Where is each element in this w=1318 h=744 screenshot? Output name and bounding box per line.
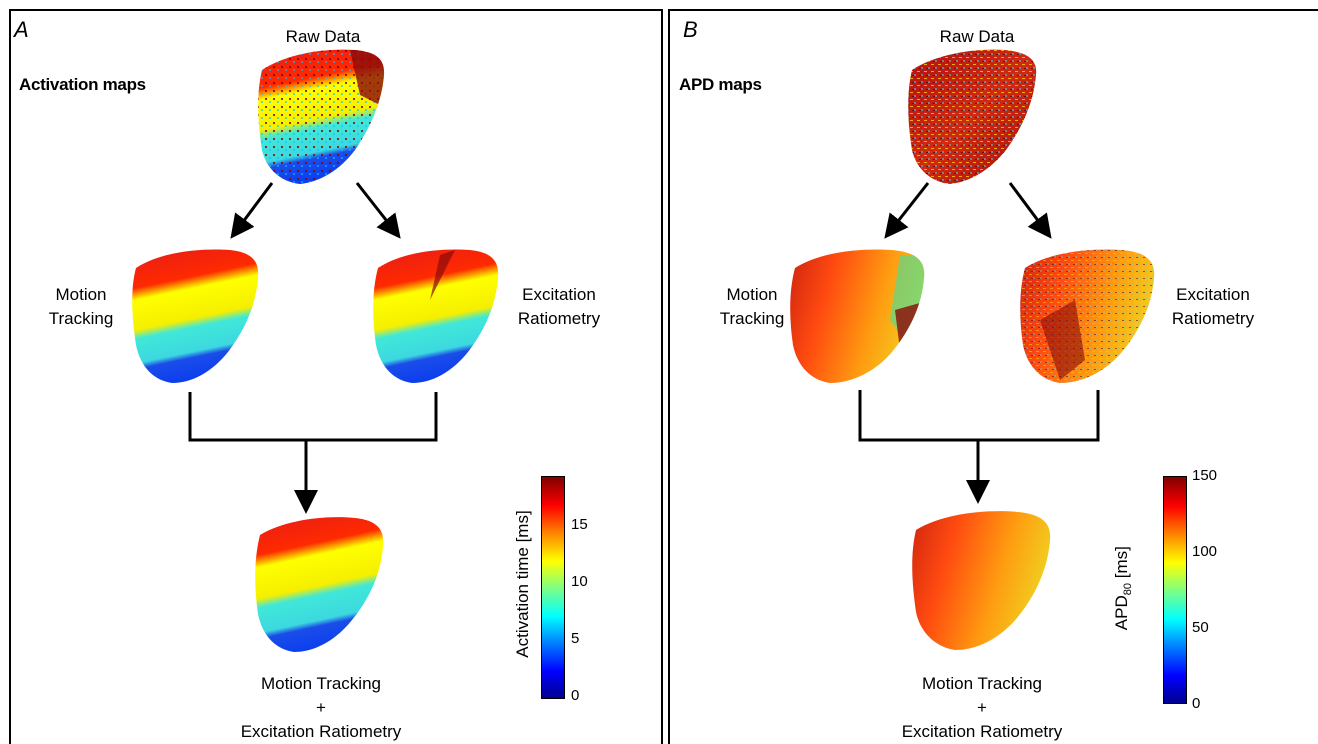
activation-colorbar xyxy=(541,476,565,699)
panel-b: B APD maps Raw Data Motion Tracking Exci… xyxy=(668,9,1318,744)
ratiometry-activation-map xyxy=(373,249,499,383)
motion-tracking-label: Motion Tracking xyxy=(48,285,114,328)
motion-tracking-activation-map xyxy=(132,249,259,383)
combined-apd-map xyxy=(912,511,1051,650)
motion-tracking-apd-map xyxy=(790,249,925,383)
panel-a: A Activation maps Raw Data Motion Tracki… xyxy=(9,9,663,744)
combined-activation-map xyxy=(255,517,384,652)
colorbar-tick: 10 xyxy=(571,573,588,590)
excitation-ratiometry-label: Excitation Ratiometry xyxy=(1171,285,1255,328)
panel-a-arrows xyxy=(188,182,438,514)
apd-colorbar xyxy=(1163,476,1187,704)
combined-label: Motion Tracking + Excitation Ratiometry xyxy=(901,674,1063,741)
raw-data-label: Raw Data xyxy=(939,27,1015,46)
colorbar-tick: 5 xyxy=(571,630,580,647)
raw-data-label: Raw Data xyxy=(285,27,361,46)
colorbar-tick: 15 xyxy=(571,516,588,533)
panel-letter: B xyxy=(683,17,698,42)
combined-label: Motion Tracking + Excitation Ratiometry xyxy=(240,674,402,741)
colorbar-tick: 0 xyxy=(1192,695,1201,712)
raw-apd-map xyxy=(908,49,1037,184)
panel-b-arrows xyxy=(858,182,1100,504)
ratiometry-apd-map xyxy=(1020,249,1155,383)
panel-letter: A xyxy=(14,17,29,42)
panel-title: Activation maps xyxy=(19,75,146,94)
excitation-ratiometry-label: Excitation Ratiometry xyxy=(517,285,601,328)
colorbar-tick: 150 xyxy=(1192,467,1218,484)
colorbar-tick: 50 xyxy=(1192,619,1209,636)
colorbar-tick: 100 xyxy=(1192,543,1218,560)
colorbar-tick: 0 xyxy=(571,687,580,704)
motion-tracking-label: Motion Tracking xyxy=(719,285,785,328)
panel-title: APD maps xyxy=(679,75,762,94)
raw-activation-map xyxy=(258,49,385,184)
